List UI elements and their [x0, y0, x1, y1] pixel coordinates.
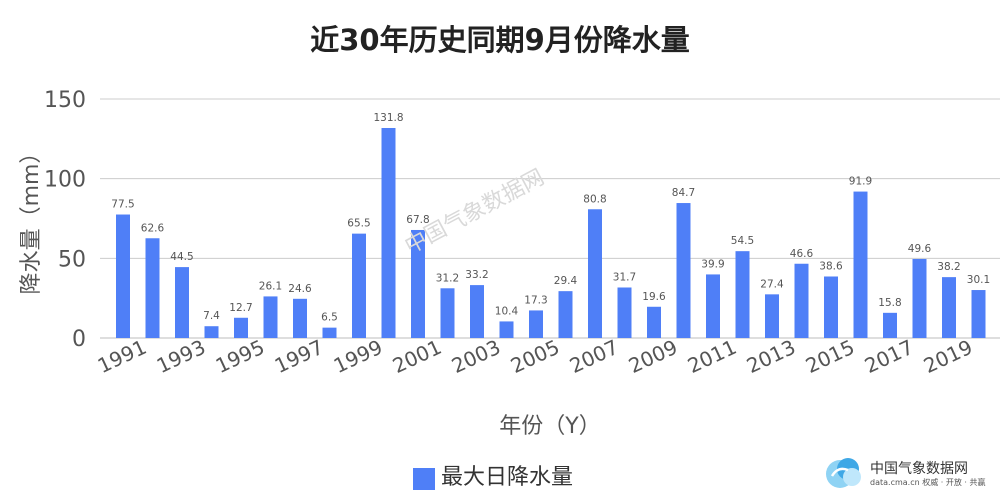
data-label: 30.1	[967, 274, 990, 286]
bar	[411, 229, 425, 338]
data-label: 49.6	[908, 243, 932, 255]
data-label: 131.8	[373, 112, 403, 124]
bar	[499, 321, 514, 338]
bar	[706, 274, 720, 338]
legend-swatch	[413, 468, 435, 490]
bar	[617, 287, 632, 338]
bar	[558, 291, 573, 338]
data-label: 15.8	[878, 297, 901, 309]
bar	[381, 127, 396, 339]
x-tick-label: 1993	[153, 335, 209, 378]
x-tick-label: 1995	[212, 335, 268, 378]
bar	[971, 290, 986, 338]
data-label: 7.4	[203, 310, 220, 322]
bar	[735, 251, 750, 338]
y-tick-label: 0	[72, 327, 86, 352]
data-label: 17.3	[524, 294, 547, 306]
data-label: 91.9	[849, 176, 872, 188]
data-label: 19.6	[642, 291, 666, 303]
data-label: 10.4	[495, 305, 519, 317]
data-label: 62.6	[141, 222, 165, 234]
data-label: 29.4	[554, 275, 578, 287]
data-label: 46.6	[790, 248, 814, 260]
bar	[263, 296, 278, 338]
bar	[352, 233, 366, 338]
x-tick-label: 2017	[861, 335, 917, 378]
x-tick-label: 2001	[389, 335, 445, 378]
data-label: 38.2	[937, 261, 960, 273]
data-label: 31.7	[613, 271, 636, 283]
bar	[883, 312, 897, 338]
bar	[765, 294, 779, 338]
data-label: 39.9	[701, 258, 724, 270]
data-label: 26.1	[259, 280, 282, 292]
bar	[676, 203, 691, 338]
x-tick-label: 2003	[448, 335, 504, 378]
bar	[116, 214, 130, 338]
data-label: 27.4	[760, 278, 784, 290]
legend: 最大日降水量	[413, 465, 573, 490]
x-tick-label: 2007	[566, 335, 622, 378]
data-label: 67.8	[406, 214, 429, 226]
cloud-logo-icon	[826, 458, 861, 488]
x-tick-label: 2011	[684, 335, 740, 378]
legend-label: 最大日降水量	[441, 465, 573, 490]
bar	[322, 327, 337, 338]
bar	[942, 277, 956, 338]
bar	[588, 209, 602, 338]
bars	[116, 127, 986, 339]
bar	[853, 191, 868, 338]
x-tick-labels: 1991 1993 1995 1997 1999 2001 2003 2005 2007 2009…	[94, 335, 976, 378]
data-label: 44.5	[170, 251, 193, 263]
grid-lines	[100, 98, 1000, 339]
data-label: 77.5	[111, 199, 134, 211]
bar	[175, 267, 189, 338]
bar	[647, 306, 661, 338]
data-label: 24.6	[288, 283, 312, 295]
y-axis-label: 降水量（mm）	[19, 142, 44, 295]
x-tick-label: 1999	[330, 335, 386, 378]
y-tick-label: 50	[58, 247, 86, 272]
x-tick-label: 2009	[625, 335, 681, 378]
data-labels: 77.5 62.6 44.5 7.4 12.7 26.1 24.6 6.5 65.5 131.8 6…	[111, 112, 990, 324]
data-label: 31.2	[436, 272, 459, 284]
bar	[440, 288, 455, 338]
y-tick-labels: 0 50 100 150	[44, 88, 86, 352]
data-label: 33.2	[465, 269, 488, 281]
x-axis-label: 年份（Y）	[499, 414, 600, 439]
data-label: 12.7	[229, 302, 252, 314]
y-tick-label: 150	[44, 88, 86, 113]
brand-url: data.cma.cn 权威 · 开放 · 共赢	[870, 478, 986, 487]
bar	[145, 238, 160, 338]
bar	[204, 326, 219, 338]
brand-logo: 中国气象数据网 data.cma.cn 权威 · 开放 · 共赢	[822, 452, 992, 492]
data-label: 38.6	[819, 260, 843, 272]
bar	[470, 285, 484, 338]
data-label: 84.7	[672, 187, 695, 199]
bar	[234, 317, 248, 338]
bar	[794, 263, 809, 338]
bar	[529, 310, 543, 338]
bar	[293, 298, 307, 338]
data-label: 80.8	[583, 193, 606, 205]
data-label: 54.5	[731, 235, 754, 247]
chart-title: 近30年历史同期9月份降水量	[310, 23, 690, 57]
data-label: 65.5	[347, 218, 370, 230]
x-tick-label: 2015	[802, 335, 858, 378]
x-tick-label: 2013	[743, 335, 799, 378]
bar	[824, 276, 838, 338]
x-tick-label: 1997	[271, 335, 327, 378]
data-label: 6.5	[321, 312, 338, 324]
bar	[912, 258, 927, 338]
x-tick-label: 2005	[507, 335, 563, 378]
x-tick-label: 2019	[920, 335, 976, 378]
brand-name: 中国气象数据网	[870, 461, 968, 477]
x-tick-label: 1991	[94, 335, 150, 378]
y-tick-label: 100	[44, 168, 86, 193]
